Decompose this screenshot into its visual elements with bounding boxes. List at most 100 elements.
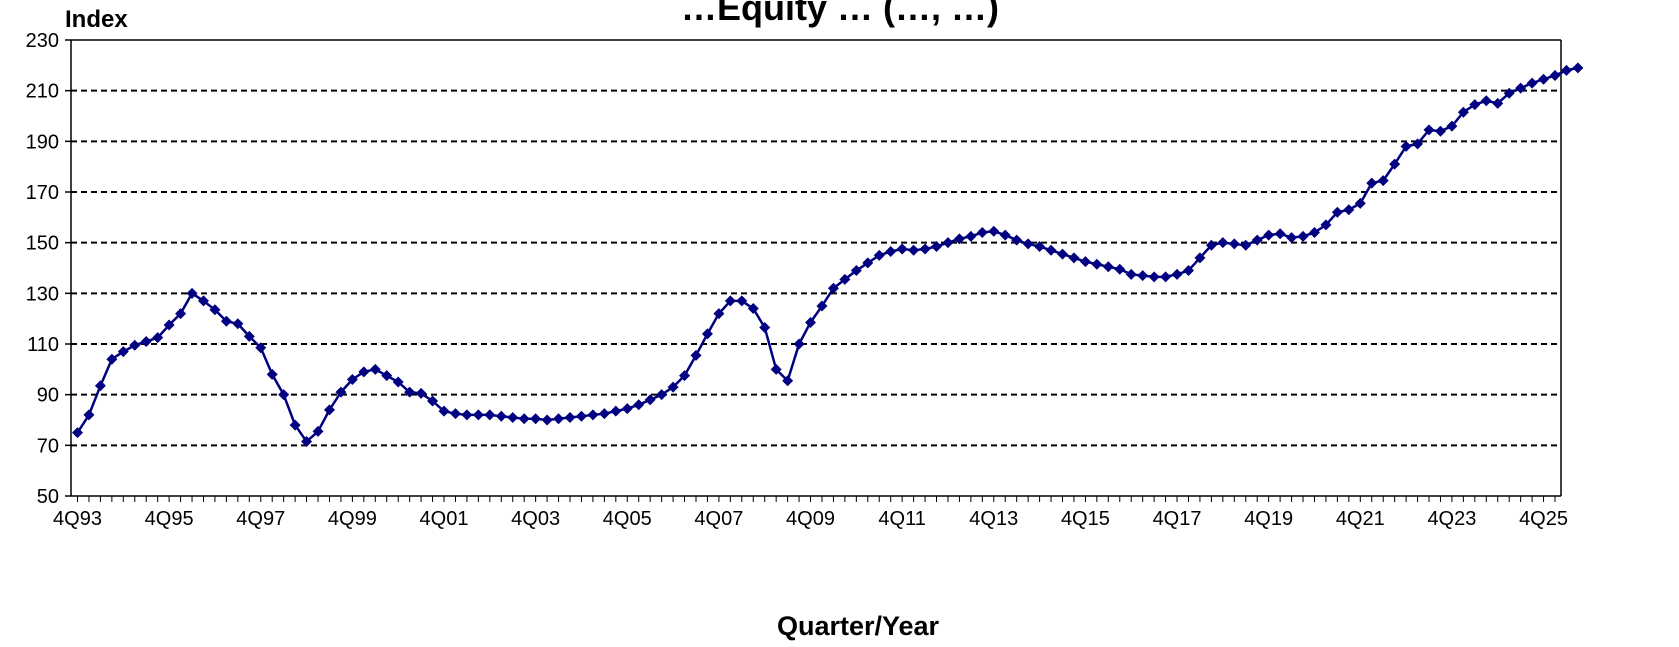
chart-title: …Equity … (…, …) bbox=[681, 0, 999, 28]
data-point bbox=[449, 408, 461, 420]
y-tick-label: 50 bbox=[37, 486, 59, 508]
y-tick-label: 70 bbox=[37, 435, 59, 457]
data-point bbox=[1423, 124, 1435, 136]
data-point bbox=[1331, 206, 1343, 218]
data-point bbox=[335, 386, 347, 398]
data-point bbox=[484, 409, 496, 421]
data-point bbox=[1297, 230, 1309, 242]
data-point bbox=[1308, 227, 1320, 239]
data-point bbox=[1549, 69, 1561, 81]
data-point bbox=[1137, 270, 1149, 282]
data-point bbox=[289, 419, 301, 431]
data-point bbox=[1148, 271, 1160, 283]
x-tick-label: 4Q99 bbox=[328, 508, 377, 530]
data-point bbox=[862, 257, 874, 269]
data-point bbox=[152, 332, 164, 344]
data-point bbox=[1526, 77, 1538, 89]
y-tick-label: 170 bbox=[26, 182, 59, 204]
data-point bbox=[1251, 234, 1263, 246]
data-point bbox=[507, 411, 519, 423]
x-tick-label: 4Q15 bbox=[1061, 508, 1110, 530]
data-point bbox=[1412, 138, 1424, 150]
x-tick-label: 4Q17 bbox=[1153, 508, 1202, 530]
data-point bbox=[83, 409, 95, 421]
data-point bbox=[541, 414, 553, 426]
data-point bbox=[850, 265, 862, 277]
x-tick-label: 4Q93 bbox=[53, 508, 102, 530]
data-point bbox=[587, 409, 599, 421]
data-point bbox=[518, 413, 530, 425]
data-point bbox=[999, 229, 1011, 241]
data-point bbox=[1194, 252, 1206, 264]
y-tick-label: 230 bbox=[26, 30, 59, 52]
data-point bbox=[197, 295, 209, 307]
data-point bbox=[472, 409, 484, 421]
data-point bbox=[220, 315, 232, 327]
data-point bbox=[106, 353, 118, 365]
data-point bbox=[1205, 239, 1217, 251]
data-point bbox=[1572, 62, 1584, 74]
data-point bbox=[1286, 232, 1298, 244]
data-point bbox=[1400, 140, 1412, 152]
data-point bbox=[381, 370, 393, 382]
data-point bbox=[701, 328, 713, 340]
data-point bbox=[1343, 204, 1355, 216]
data-point bbox=[243, 330, 255, 342]
data-point bbox=[1389, 158, 1401, 170]
data-point bbox=[1057, 248, 1068, 260]
data-point bbox=[1160, 271, 1172, 283]
x-tick-label: 4Q03 bbox=[511, 508, 560, 530]
data-point bbox=[312, 425, 324, 437]
data-point bbox=[759, 322, 771, 334]
x-tick-label: 4Q23 bbox=[1427, 508, 1476, 530]
data-point bbox=[885, 246, 897, 258]
data-point bbox=[908, 244, 920, 256]
series-line bbox=[76, 66, 1579, 443]
data-point bbox=[72, 427, 83, 439]
series-layer bbox=[72, 62, 1584, 448]
data-point bbox=[1538, 73, 1550, 85]
x-tick-label: 4Q25 bbox=[1519, 508, 1568, 530]
data-point bbox=[1125, 268, 1137, 280]
data-point bbox=[919, 243, 931, 255]
data-point bbox=[1045, 244, 1057, 256]
data-point bbox=[667, 381, 679, 393]
y-tick-label: 210 bbox=[26, 81, 59, 103]
data-point bbox=[575, 410, 587, 422]
x-tick-label: 4Q05 bbox=[603, 508, 652, 530]
data-point bbox=[1503, 87, 1515, 99]
data-point bbox=[793, 338, 805, 350]
x-tick-label: 4Q11 bbox=[878, 508, 925, 530]
tick-labels: 50 70 90 110 130 150 170 190 210 230 4Q93 4Q95 4Q97 4… bbox=[26, 30, 1568, 530]
data-point bbox=[392, 376, 404, 388]
data-point bbox=[1011, 234, 1023, 246]
data-point bbox=[186, 287, 198, 299]
x-tick-label: 4Q01 bbox=[420, 508, 469, 530]
data-point bbox=[598, 408, 610, 420]
data-point bbox=[827, 282, 839, 294]
data-point bbox=[988, 225, 1000, 237]
data-point bbox=[94, 380, 106, 392]
data-point bbox=[1560, 64, 1572, 76]
x-tick-label: 4Q13 bbox=[969, 508, 1018, 530]
x-tick-label: 4Q97 bbox=[236, 508, 285, 530]
data-point bbox=[404, 386, 416, 398]
data-point bbox=[656, 389, 668, 401]
data-point bbox=[633, 399, 645, 411]
data-point bbox=[1446, 120, 1458, 132]
data-point bbox=[358, 366, 370, 378]
data-point bbox=[873, 249, 885, 261]
y-tick-label: 190 bbox=[26, 131, 59, 153]
axes bbox=[65, 39, 1562, 502]
data-point bbox=[438, 405, 450, 417]
data-point bbox=[530, 413, 542, 425]
data-point bbox=[369, 363, 381, 375]
data-point bbox=[621, 403, 633, 415]
data-point bbox=[610, 405, 622, 417]
data-point bbox=[679, 370, 691, 382]
x-tick-label: 4Q07 bbox=[694, 508, 743, 530]
data-point bbox=[896, 243, 908, 255]
data-point bbox=[266, 368, 278, 380]
